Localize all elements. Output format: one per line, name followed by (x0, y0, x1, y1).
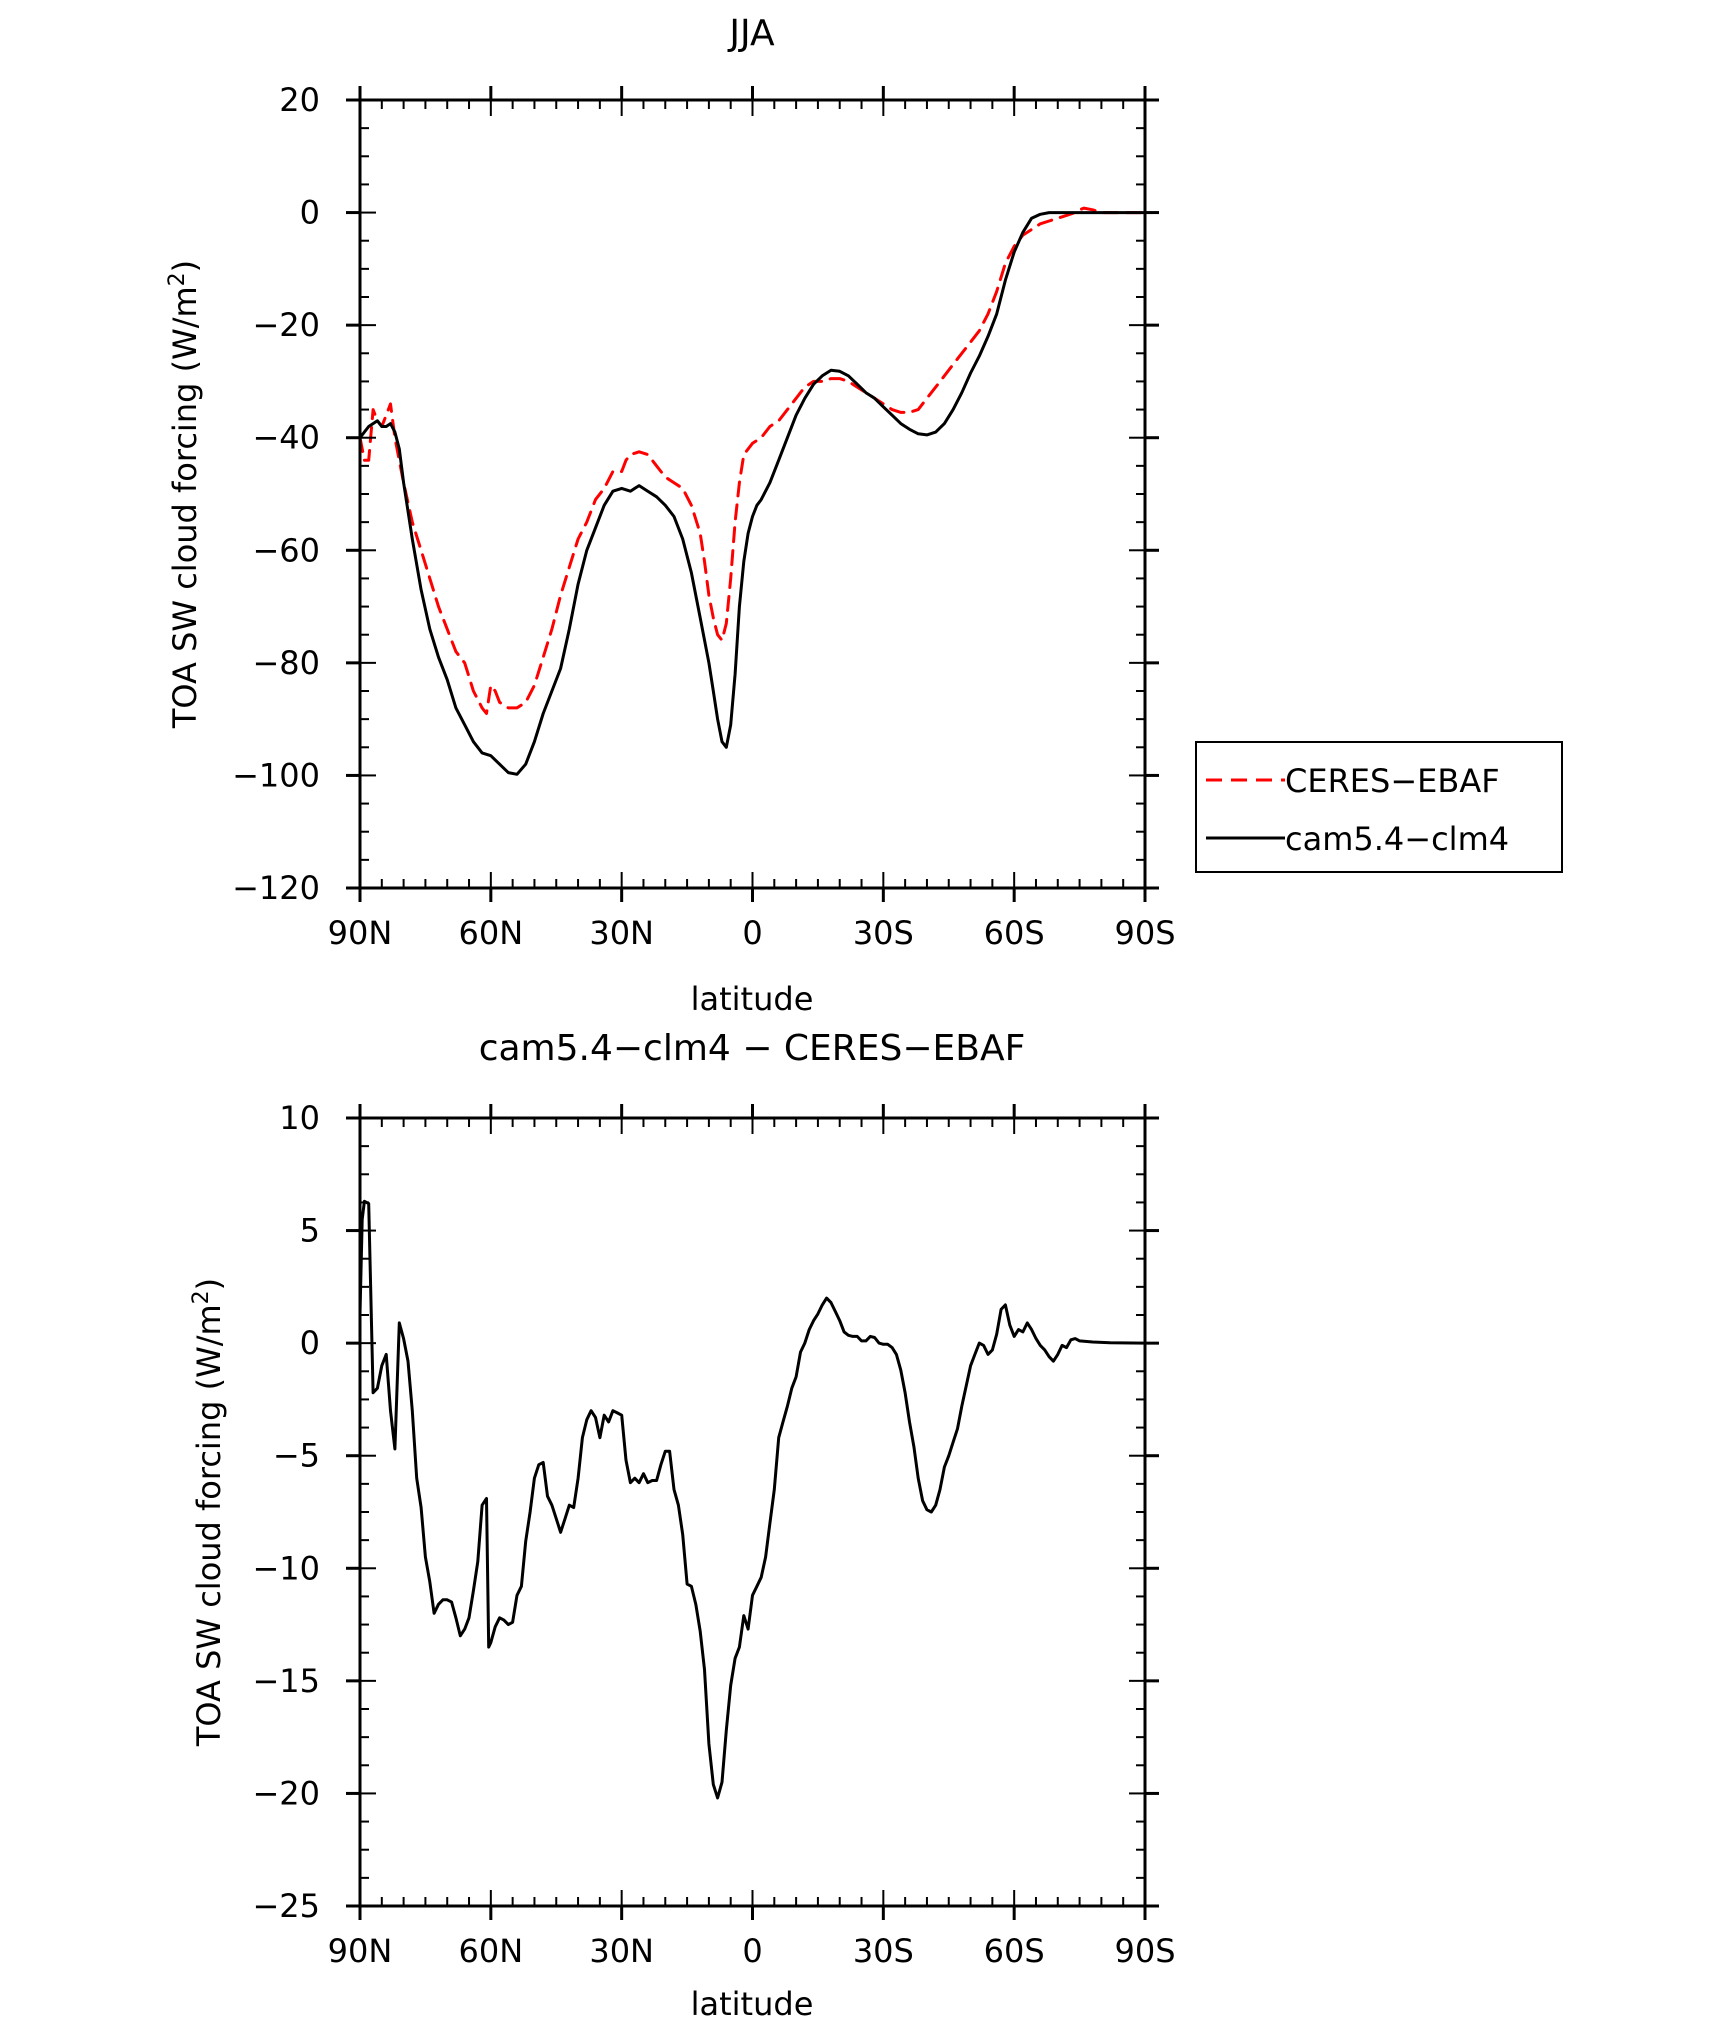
y-tick-label: −80 (252, 644, 320, 682)
bottom-chart: cam5.4−clm4 − CERES−EBAF 90N 60N 30N 0 30S 60… (189, 1028, 1176, 2021)
x-tick-label: 30N (589, 1932, 654, 1970)
y-tick-label: −20 (252, 306, 320, 344)
chart-title: cam5.4−clm4 − CERES−EBAF (479, 1028, 1026, 1069)
x-axis-label: latitude (691, 1985, 814, 2021)
y-tick-label: −10 (252, 1549, 320, 1587)
y-axis-label-close: ) (190, 1278, 228, 1290)
series-line-0 (358, 1199, 1147, 1800)
y-axis-label-close: ) (166, 260, 204, 272)
x-tick-label: 0 (742, 1932, 762, 1970)
y-axis-label-superscript: 2 (189, 1290, 214, 1304)
series-line-0 (358, 206, 1147, 715)
x-axis-label: latitude (691, 980, 814, 1018)
series-line-1 (358, 211, 1147, 776)
legend-box (1195, 741, 1563, 873)
x-tick-label: 30N (589, 914, 654, 952)
y-tick-label: −100 (232, 756, 320, 794)
y-axis-label-text: TOA SW cloud forcing (W/m (190, 1304, 228, 1747)
y-axis-label: TOA SW cloud forcing (W/m2) (165, 260, 204, 729)
top-chart: JJA 90N 60N 30N 0 30S 60S 90S 20 0 −20 −40 −60 −80 −1… (165, 13, 1563, 1018)
y-axis-label-superscript: 2 (165, 272, 190, 286)
y-tick-label: 0 (300, 1324, 320, 1362)
y-tick-label: 10 (279, 1099, 320, 1137)
y-tick-label: −15 (252, 1662, 320, 1700)
legend-label-cam5.4-clm4: cam5.4−clm4 (1285, 820, 1509, 858)
y-tick-label: −40 (252, 419, 320, 457)
chart-title: JJA (727, 13, 775, 54)
y-axis-label: TOA SW cloud forcing (W/m2) (189, 1278, 228, 1747)
y-tick-label: 20 (279, 81, 320, 119)
y-tick-label: −60 (252, 531, 320, 569)
y-tick-label: −25 (252, 1887, 320, 1925)
x-tick-label: 60N (459, 914, 524, 952)
y-axis-label-text: TOA SW cloud forcing (W/m (166, 286, 204, 729)
x-tick-label: 90N (328, 914, 393, 952)
y-tick-label: 5 (300, 1212, 320, 1250)
x-tick-label: 90N (328, 1932, 393, 1970)
y-tick-label: −20 (252, 1774, 320, 1812)
x-tick-label: 30S (853, 1932, 914, 1970)
x-tick-label: 60N (459, 1932, 524, 1970)
y-tick-label: 0 (300, 194, 320, 232)
x-tick-label: 60S (984, 914, 1045, 952)
y-tick-label: −5 (273, 1437, 320, 1475)
legend: CERES−EBAF cam5.4−clm4 (1195, 741, 1563, 873)
x-tick-label: 60S (984, 1932, 1045, 1970)
x-tick-label: 90S (1114, 1932, 1175, 1970)
plot-frame (358, 1116, 1147, 1908)
legend-label-ceres-ebaf: CERES−EBAF (1285, 762, 1500, 800)
y-tick-label: −120 (232, 869, 320, 907)
x-tick-label: 0 (742, 914, 762, 952)
x-tick-label: 90S (1114, 914, 1175, 952)
x-tick-label: 30S (853, 914, 914, 952)
plot-frame (358, 98, 1147, 890)
